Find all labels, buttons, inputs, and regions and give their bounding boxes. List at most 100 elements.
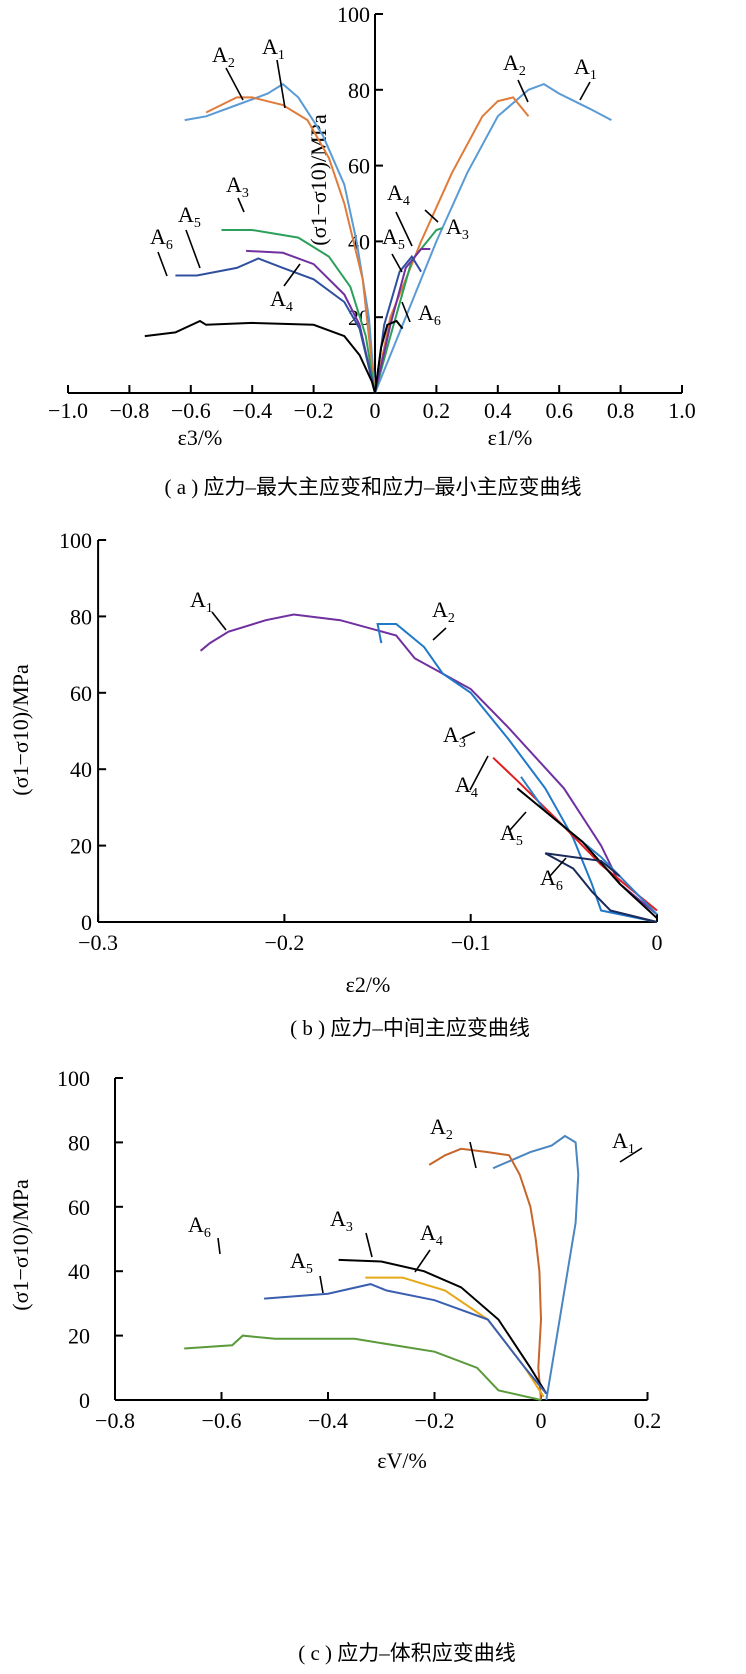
a-caption: ( a ) 应力–最大主应变和应力–最小主应变曲线 [164,475,581,499]
a-series-label-right: A3 [446,214,469,243]
b-leader-line [549,857,567,877]
a-x-tick-label: 0.6 [545,398,573,423]
a-x-tick-label: 0.2 [423,398,451,423]
c-x-label: εV/% [377,1448,427,1473]
a-x-tick-label: 1.0 [668,398,696,423]
a-series-label-right: A6 [418,300,441,329]
a-series-A1-eps3 [184,82,376,394]
c-series-label: A5 [290,1248,313,1277]
a-leader-line [517,79,529,103]
a-leader-line [395,211,413,247]
b-series-label-main: A [432,597,448,622]
a-y-tick-label: 40 [348,229,370,254]
b-series-label-sub: 1 [206,601,213,616]
c-y-tick-label: 60 [68,1195,90,1220]
c-x-tick-label: −0.4 [308,1408,348,1433]
a-series-label-left: A3 [226,172,249,201]
a-y-tick-label: 100 [337,2,370,27]
c-series-A6 [184,1334,542,1401]
c-series-A5 [264,1283,548,1395]
a-leader-line [579,81,591,101]
a-series-A2-eps1 [374,96,530,394]
b-caption: ( b ) 应力–中间主应变曲线 [290,1016,530,1040]
b-series-A5 [516,787,658,919]
c-series-label-main: A [430,1114,446,1139]
b-series-label-main: A [190,587,206,612]
a-y-axis-label: (σ1−σ10)/MPa [306,114,331,246]
c-series-A1 [492,1134,580,1401]
a-series-label-left-main: A [178,202,194,227]
a-series-A5-eps3 [175,257,376,394]
a-y-tick-label: 80 [348,78,370,103]
c-series-label: A2 [430,1114,453,1143]
c-series-A3 [338,1258,548,1395]
a-series-A6-eps3 [144,319,376,394]
a-y-axis-label-text: (σ1−σ10)/MPa [306,114,331,246]
c-y-tick-label: 80 [68,1130,90,1155]
a-x-tick-label: −0.6 [171,398,211,423]
a-series-label-left-sub: 5 [194,216,201,231]
a-series-label-right-sub: 2 [519,64,526,79]
c-series-A2 [428,1147,543,1401]
c-x-tick-label: 0 [536,1408,547,1433]
a-series-A5-eps1 [374,254,422,394]
c-leader-line [365,1232,373,1258]
b-x-tick-label: 0 [652,930,663,955]
a-series-label-right-main: A [574,54,590,79]
b-leader-line [211,611,227,631]
c-series-label-sub: 4 [436,1234,443,1249]
c-y-tick-label: 40 [68,1259,90,1284]
c-series-A4 [365,1276,545,1398]
b-series-label-sub: 3 [459,736,466,751]
b-series-label: A5 [500,820,523,849]
b-series-A6 [544,852,658,923]
c-leader-line [319,1275,324,1294]
a-series-label-right-sub: 1 [590,68,597,83]
a-series-label-left: A1 [262,34,285,63]
a-series-A1-eps1 [374,82,612,394]
b-y-tick-label: 100 [59,528,92,553]
a-x-label-right: ε1/% [488,425,533,450]
b-series-label-sub: 6 [556,879,563,894]
a-x-label-left: ε3/% [178,425,223,450]
a-series-label-right-main: A [503,50,519,75]
b-leader-line [461,731,476,739]
a-series-label-left-sub: 6 [166,238,173,253]
a-series-label-right-main: A [446,214,462,239]
c-series-label: A6 [188,1212,211,1241]
b-series-label-main: A [500,820,516,845]
a-series-label-left-sub: 3 [242,186,249,201]
a-x-tick-label: −0.4 [232,398,272,423]
a-series-label-right-sub: 3 [462,228,469,243]
a-series-label-right: A5 [382,224,405,253]
a-series-label-right-sub: 5 [398,238,405,253]
c-y-axis-label-text: (σ1−σ10)/MPa [8,1179,33,1311]
c-series-label-main: A [612,1128,628,1153]
a-x-tick-label: −0.2 [294,398,334,423]
a-series-A4-eps1 [374,248,431,394]
b-series-A1 [199,613,658,916]
b-y-tick-label: 80 [70,604,92,629]
a-series-label-left-sub: 2 [228,56,235,71]
c-series-label-sub: 5 [306,1262,313,1277]
b-series-label-main: A [540,865,556,890]
a-x-tick-label: 0 [370,398,381,423]
a-leader-line [276,59,286,109]
a-series-label-right: A1 [574,54,597,83]
a-series-label-left-main: A [226,172,242,197]
b-series-A4 [520,776,658,916]
c-series-label: A1 [612,1128,635,1157]
a-series-label-left: A6 [150,224,173,253]
c-x-tick-label: −0.6 [202,1408,242,1433]
a-series-label-left-sub: 1 [278,48,285,63]
c-leader-line [619,1147,643,1163]
a-series-label-right-sub: 6 [434,314,441,329]
a-x-tick-label: −0.8 [109,398,149,423]
b-series-label: A4 [455,772,478,801]
a-series-label-left: A2 [212,42,235,71]
c-x-tick-label: 0.2 [634,1408,662,1433]
b-series-label: A2 [432,597,455,626]
a-series-label-left: A5 [178,202,201,231]
b-x-tick-label: −0.1 [451,930,491,955]
